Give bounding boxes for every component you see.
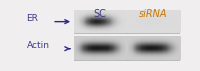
Text: ER: ER xyxy=(27,14,38,23)
Text: siRNA: siRNA xyxy=(139,9,168,19)
Bar xyxy=(127,37,180,60)
Bar xyxy=(74,37,127,60)
Text: SC: SC xyxy=(94,9,107,19)
Text: Actin: Actin xyxy=(27,41,50,50)
Bar xyxy=(74,10,127,33)
Bar xyxy=(127,10,180,33)
